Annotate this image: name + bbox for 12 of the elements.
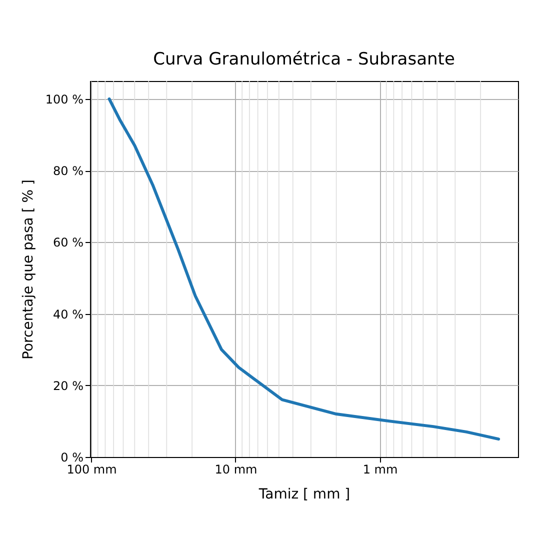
y-tick-label: 40 % [53,307,84,322]
y-tick-label: 60 % [53,236,84,250]
x-tick-label: 1 mm [362,462,398,476]
y-axis-title: Porcentaje que pasa [ % ] [20,180,36,360]
x-axis-title: Tamiz [ mm ] [258,486,350,502]
y-tick-label: 0 % [60,450,84,464]
y-tick-label: 80 % [53,164,84,178]
y-tick-label: 20 % [53,378,84,393]
x-tick-label: 100 mm [66,462,117,476]
x-tick-label: 10 mm [214,462,258,476]
chart-title: Curva Granulométrica - Subrasante [153,50,455,70]
y-tick-label: 100 % [45,92,84,106]
